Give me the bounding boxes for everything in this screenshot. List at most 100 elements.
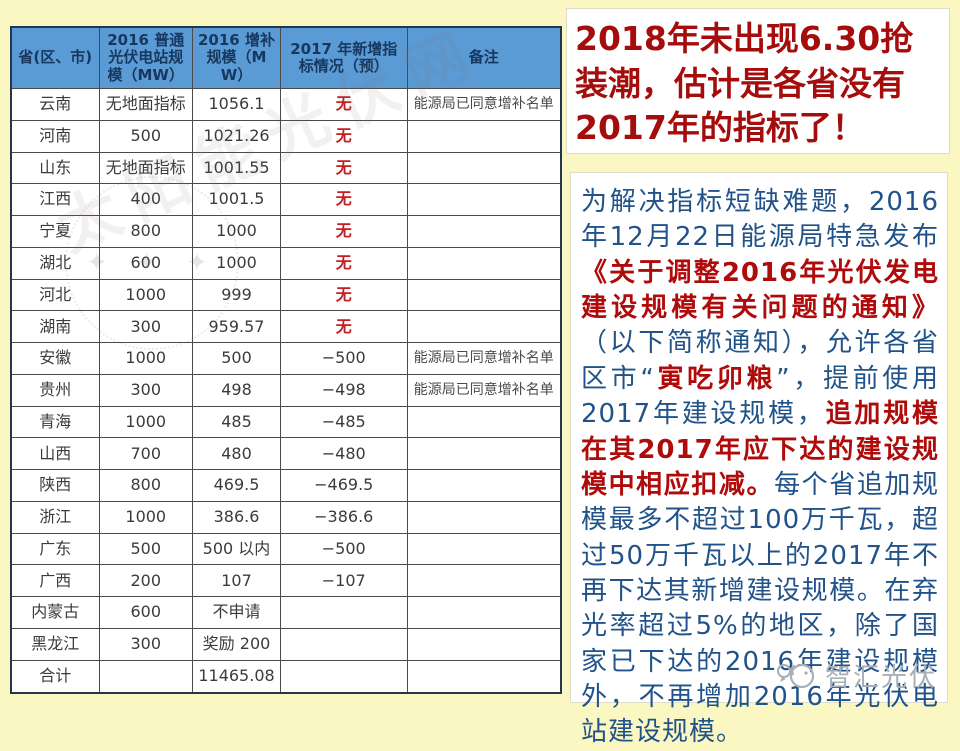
column-header: 2016 增补规模（MW） xyxy=(192,26,281,89)
cell-supplement-2016: 107 xyxy=(192,564,281,598)
cell-indicator-2017 xyxy=(280,596,408,630)
cell-scale-2016: 600 xyxy=(98,246,193,280)
cell-indicator-2017 xyxy=(280,628,408,661)
callout-text: 2018年未出现6.30抢装潮，估计是各省没有2017年的指标了！ xyxy=(575,19,914,148)
cell-remark xyxy=(406,151,562,185)
cell-supplement-2016: 485 xyxy=(192,405,281,439)
cell-indicator-2017: −386.6 xyxy=(280,500,408,534)
cell-remark xyxy=(406,119,562,153)
table-body: 云南 无地面指标 1056.1 无能源局已同意增补名单 河南 500 1021.26 无山东无… xyxy=(10,88,562,694)
table-row: 安徽 1000 500 −500 能源局已同意增补名单 xyxy=(10,342,562,375)
whale-chat-icon xyxy=(775,661,819,691)
cell-supplement-2016: 469.5 xyxy=(192,469,281,502)
article-text: 为解决指标短缺难题，2016年12月22日能源局特急发布《关于调整2016年光伏… xyxy=(581,185,939,751)
cell-province: 江西 xyxy=(10,183,100,217)
cell-remark: 能源局已同意增补名单 xyxy=(406,373,562,407)
table-row: 山西 700 480 −480 xyxy=(10,437,562,471)
cell-province: 湖南 xyxy=(10,310,100,344)
cell-supplement-2016: 1000 xyxy=(192,246,281,280)
cell-scale-2016: 无地面指标 xyxy=(98,151,193,185)
table-row: 浙江 1000 386.6 −386.6 xyxy=(10,500,562,534)
cell-scale-2016: 1000 xyxy=(98,405,193,439)
article-segment-red: 寅吃卯粮 xyxy=(654,363,777,394)
cell-remark xyxy=(406,215,562,248)
table-row: 河北 1000 999 无 xyxy=(10,278,562,312)
cell-remark xyxy=(406,564,562,598)
cell-indicator-2017: 无 xyxy=(280,278,408,312)
cell-scale-2016: 500 xyxy=(98,119,193,153)
cell-supplement-2016: 1001.55 xyxy=(192,151,281,185)
cell-indicator-2017: −500 xyxy=(280,532,408,566)
cell-indicator-2017: −107 xyxy=(280,564,408,598)
cell-remark xyxy=(406,278,562,312)
table-row: 陕西 800 469.5 −469.5 xyxy=(10,469,562,502)
cell-scale-2016: 800 xyxy=(98,469,193,502)
cell-remark: 能源局已同意增补名单 xyxy=(406,342,562,375)
cell-remark xyxy=(406,310,562,344)
cell-supplement-2016: 500 xyxy=(192,342,281,375)
cell-scale-2016: 300 xyxy=(98,310,193,344)
cell-province: 河南 xyxy=(10,119,100,153)
cell-province: 山东 xyxy=(10,151,100,185)
cell-supplement-2016: 1056.1 xyxy=(192,88,281,121)
cell-remark xyxy=(406,437,562,471)
cell-scale-2016: 700 xyxy=(98,437,193,471)
column-header: 省(区、市) xyxy=(10,26,100,89)
cell-province: 宁夏 xyxy=(10,215,100,248)
cell-indicator-2017: 无 xyxy=(280,310,408,344)
cell-remark: 能源局已同意增补名单 xyxy=(406,88,562,121)
table-row: 河南 500 1021.26 无 xyxy=(10,119,562,153)
cell-remark xyxy=(406,405,562,439)
article-box: 为解决指标短缺难题，2016年12月22日能源局特急发布《关于调整2016年光伏… xyxy=(570,172,948,747)
cell-scale-2016: 800 xyxy=(98,215,193,248)
cell-scale-2016: 无地面指标 xyxy=(98,88,193,121)
cell-supplement-2016: 11465.08 xyxy=(192,659,281,694)
header-row: 省(区、市) 2016 普通光伏电站规模（MW） 2016 增补规模（MW） 2017… xyxy=(10,26,562,89)
cell-indicator-2017: −469.5 xyxy=(280,469,408,502)
table-row: 青海 1000 485 −485 xyxy=(10,405,562,439)
cell-province: 广西 xyxy=(10,564,100,598)
table-row: 江西 400 1001.5 无 xyxy=(10,183,562,217)
table-row: 合计 11465.08 xyxy=(10,659,562,694)
cell-supplement-2016: 不申请 xyxy=(192,596,281,630)
cell-province: 安徽 xyxy=(10,342,100,375)
cell-supplement-2016: 1001.5 xyxy=(192,183,281,217)
cell-supplement-2016: 480 xyxy=(192,437,281,471)
cell-scale-2016: 300 xyxy=(98,373,193,407)
table-row: 贵州 300 498 −498 能源局已同意增补名单 xyxy=(10,373,562,407)
column-header: 备注 xyxy=(406,26,562,89)
cell-remark xyxy=(406,628,562,661)
cell-remark xyxy=(406,246,562,280)
column-header: 2017 年新增指标情况（预） xyxy=(280,26,408,89)
cell-scale-2016: 1000 xyxy=(98,278,193,312)
cell-remark xyxy=(406,183,562,217)
cell-indicator-2017: 无 xyxy=(280,183,408,217)
table-row: 湖北 600 1000 无 xyxy=(10,246,562,280)
cell-province: 黑龙江 xyxy=(10,628,100,661)
cell-indicator-2017: 无 xyxy=(280,88,408,121)
cell-scale-2016: 300 xyxy=(98,628,193,661)
cell-indicator-2017: −480 xyxy=(280,437,408,471)
cell-indicator-2017: 无 xyxy=(280,119,408,153)
cell-province: 河北 xyxy=(10,278,100,312)
table-row: 云南 无地面指标 1056.1 无能源局已同意增补名单 xyxy=(10,88,562,121)
cell-province: 广东 xyxy=(10,532,100,566)
cell-indicator-2017: −498 xyxy=(280,373,408,407)
article-segment-blue: 每个省追加规模最多不超过100万千瓦，超过50万千瓦以上的2017年不再下达其新… xyxy=(581,469,939,748)
cell-indicator-2017: 无 xyxy=(280,215,408,248)
cell-scale-2016: 1000 xyxy=(98,500,193,534)
cell-remark xyxy=(406,469,562,502)
cell-remark xyxy=(406,532,562,566)
cell-indicator-2017: −485 xyxy=(280,405,408,439)
cell-scale-2016: 1000 xyxy=(98,342,193,375)
cell-scale-2016: 500 xyxy=(98,532,193,566)
article-segment-red: 追加规模在其2017年应下达的建设规模中相应扣减。 xyxy=(581,399,939,500)
cell-province: 山西 xyxy=(10,437,100,471)
table-row: 宁夏 800 1000 无 xyxy=(10,215,562,248)
cell-province: 贵州 xyxy=(10,373,100,407)
cell-scale-2016: 400 xyxy=(98,183,193,217)
table-row: 湖南 300 959.57 无 xyxy=(10,310,562,344)
cell-province: 浙江 xyxy=(10,500,100,534)
cell-supplement-2016: 959.57 xyxy=(192,310,281,344)
province-quota-table-container: 省(区、市) 2016 普通光伏电站规模（MW） 2016 增补规模（MW） 2017… xyxy=(10,13,562,694)
